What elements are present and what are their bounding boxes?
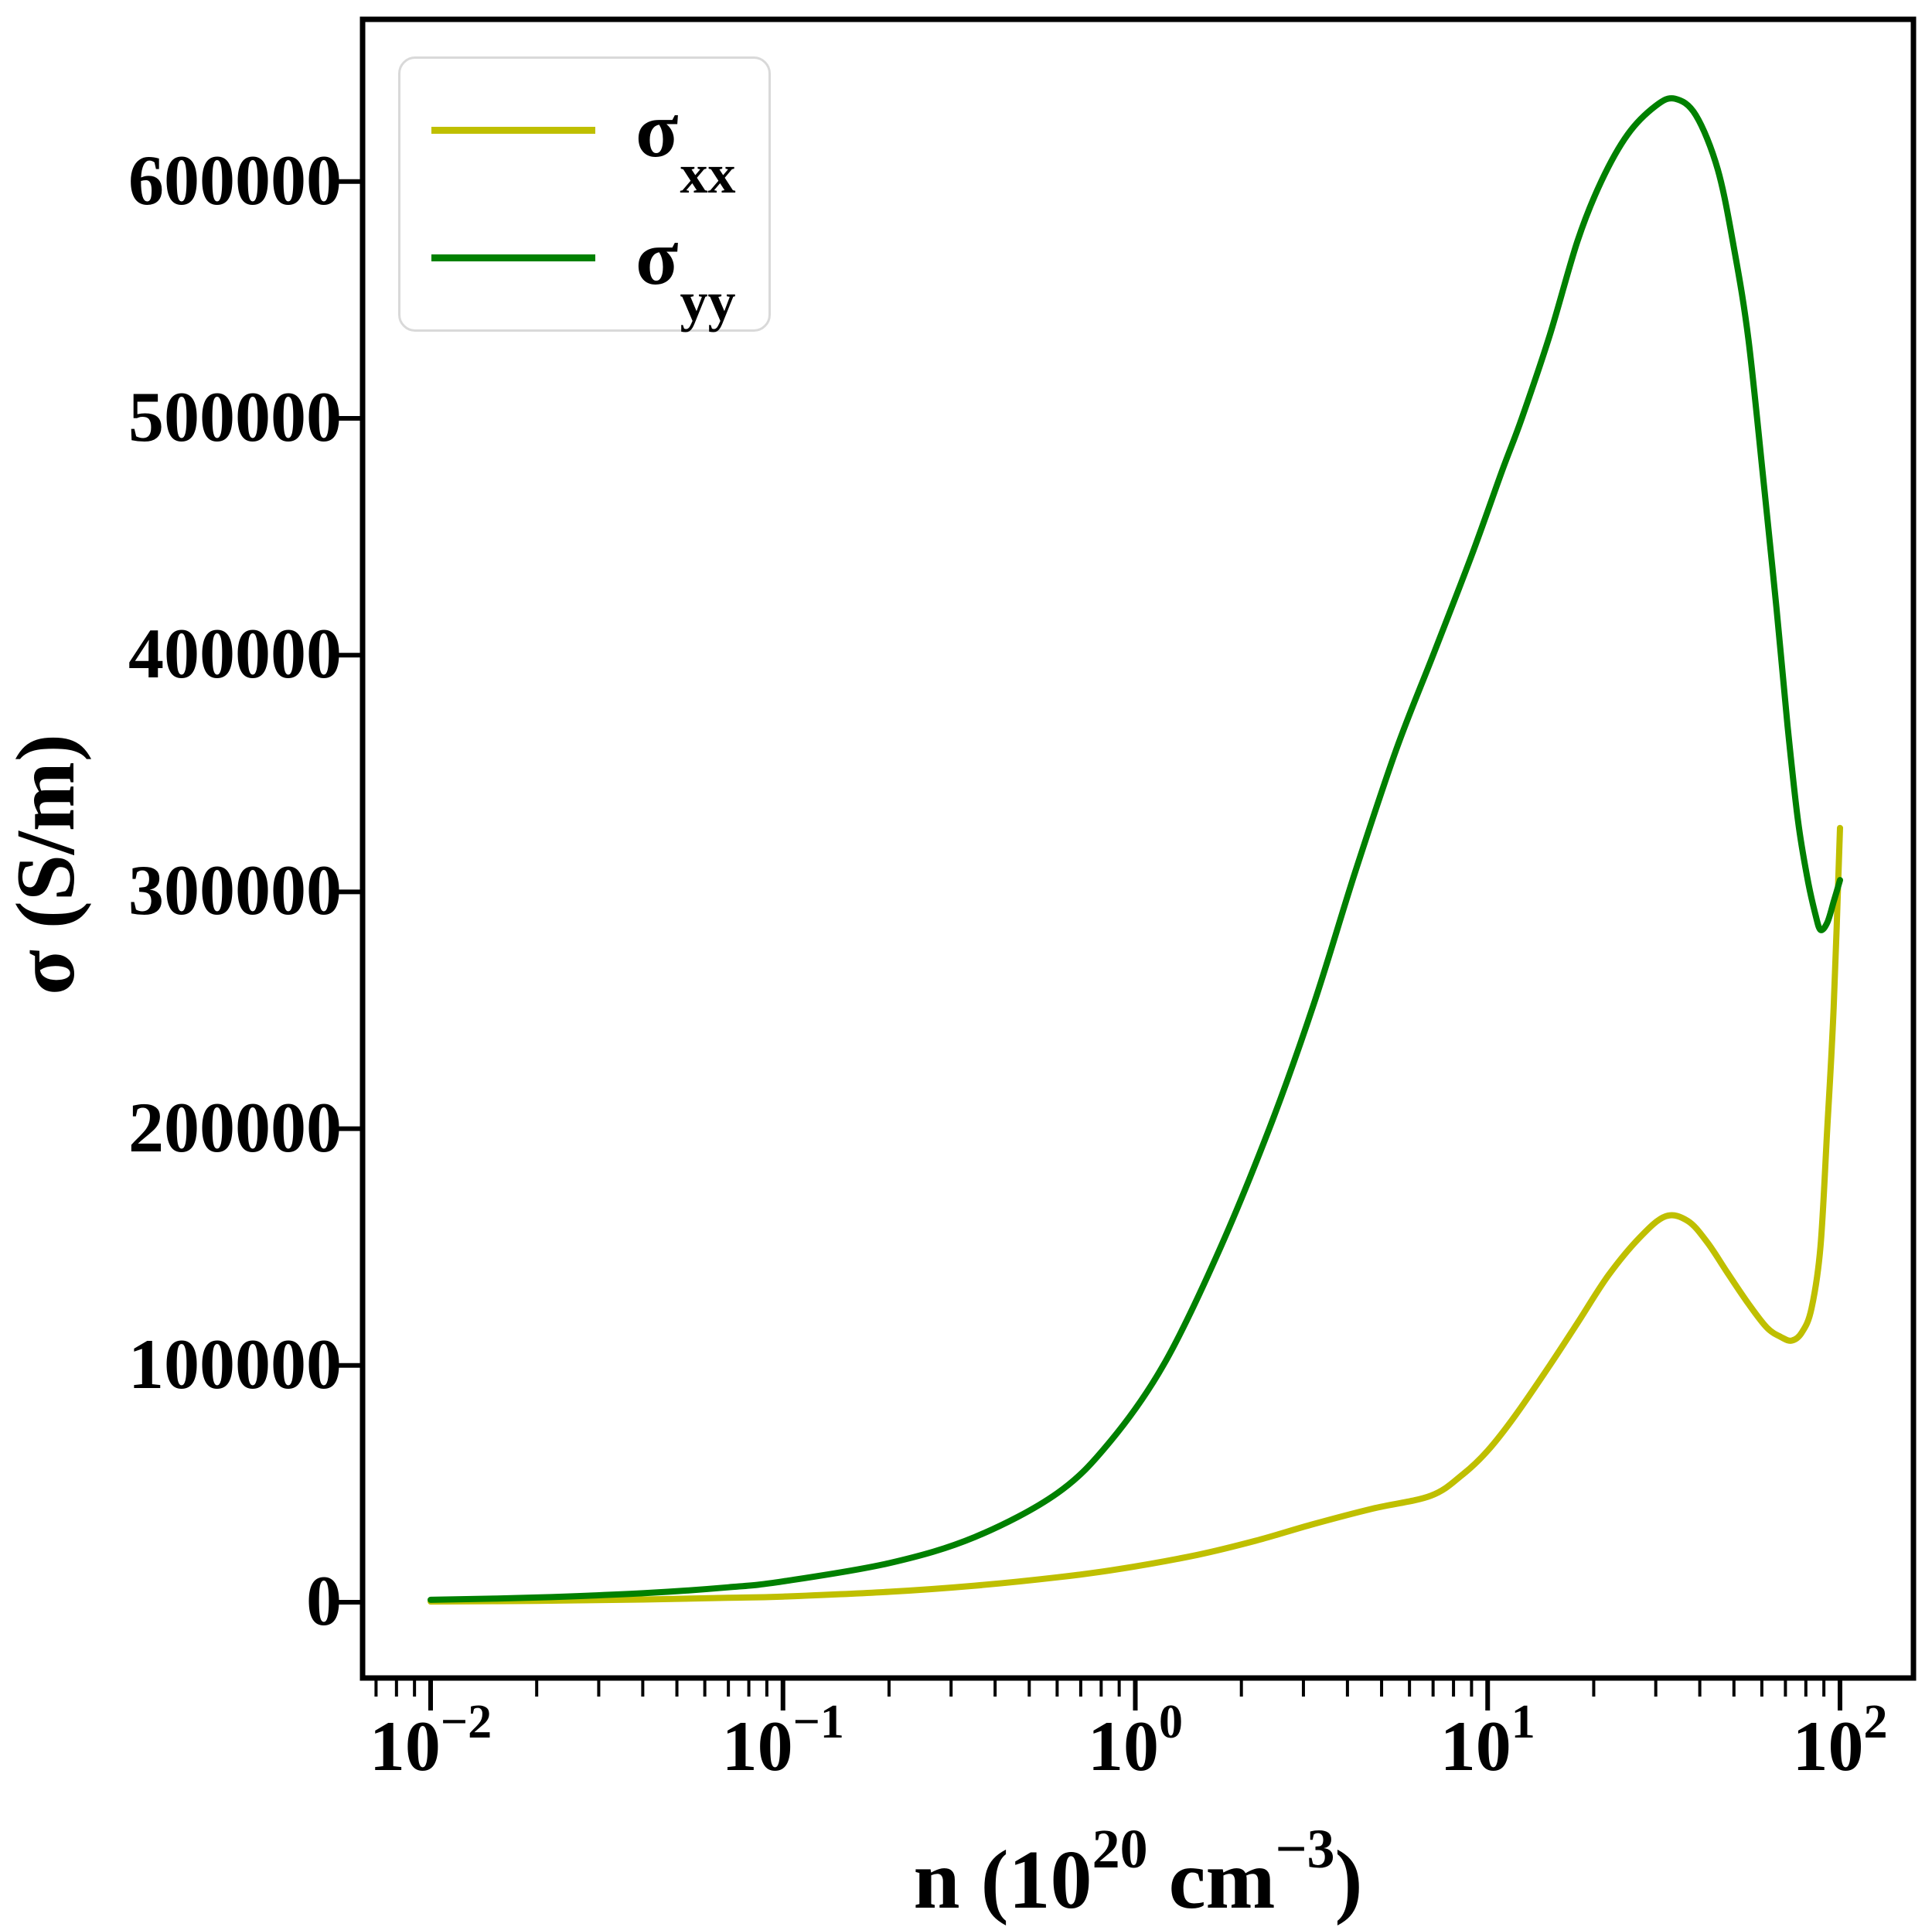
x-tick-label: 100 (1088, 1696, 1183, 1785)
y-tick-label: 500000 (128, 377, 342, 457)
legend-label-sigma-xx: σxx (635, 86, 736, 205)
sigma-xx-line-swatch (431, 127, 595, 134)
x-tick-label: 102 (1792, 1696, 1888, 1785)
legend-item-sigma-yy: σyy (431, 194, 768, 333)
y-tick-label: 0 (306, 1561, 342, 1641)
axes-spines (359, 16, 1917, 1681)
y-tick-label: 200000 (128, 1087, 342, 1167)
y-tick-label: 400000 (128, 614, 342, 694)
x-axis-title-exponent: −3 (1275, 1818, 1335, 1880)
x-axis-title-exponent: 20 (1092, 1818, 1148, 1880)
y-tick-label: 300000 (128, 851, 342, 930)
sigma-yy-line-swatch (431, 254, 595, 261)
y-axis-title: σ (S/m) (0, 734, 92, 995)
sigma_xx-curve (428, 824, 1843, 1605)
x-tick-label: 10−1 (721, 1696, 844, 1785)
sigma_yy-curve (428, 95, 1843, 1603)
y-tick-label: 100000 (128, 1324, 342, 1403)
x-tick-label: 101 (1440, 1696, 1535, 1785)
legend-item-sigma-xx: σxx (431, 67, 768, 205)
legend: σxx σyy (398, 56, 771, 332)
y-tick-label: 600000 (128, 140, 342, 220)
x-tick-label: 10−2 (369, 1696, 492, 1785)
legend-label-sigma-yy: σyy (635, 213, 736, 333)
x-axis-title: n (1020 cm−3) (913, 1818, 1363, 1926)
